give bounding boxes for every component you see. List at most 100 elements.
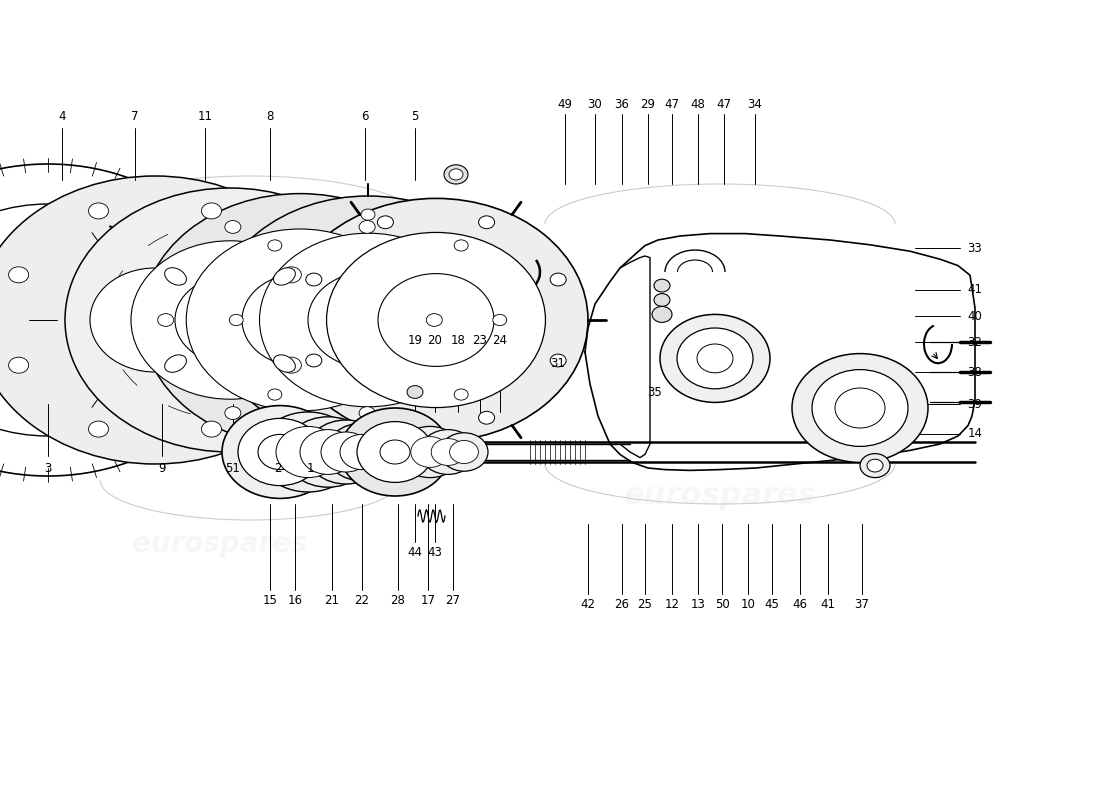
Circle shape [0, 176, 336, 464]
Text: 30: 30 [587, 98, 603, 110]
Circle shape [9, 357, 29, 373]
Circle shape [478, 216, 495, 229]
Circle shape [260, 234, 476, 406]
Text: 8: 8 [266, 110, 274, 122]
Text: 24: 24 [493, 334, 507, 346]
Circle shape [321, 432, 371, 472]
Circle shape [812, 370, 907, 446]
Circle shape [9, 267, 29, 283]
Circle shape [131, 241, 329, 399]
Circle shape [867, 459, 883, 472]
Circle shape [40, 244, 56, 257]
Text: 13: 13 [691, 598, 705, 610]
Text: 20: 20 [428, 334, 442, 346]
Circle shape [306, 354, 322, 367]
Circle shape [201, 421, 221, 437]
Circle shape [238, 418, 322, 486]
Circle shape [359, 406, 375, 419]
Text: 31: 31 [551, 358, 565, 370]
Circle shape [326, 423, 398, 481]
Circle shape [697, 344, 733, 373]
Circle shape [306, 420, 386, 484]
Text: 43: 43 [428, 546, 442, 558]
Circle shape [88, 421, 109, 437]
Circle shape [454, 240, 469, 251]
Text: 48: 48 [691, 98, 705, 110]
Circle shape [267, 240, 282, 251]
Text: 47: 47 [716, 98, 732, 110]
Text: 28: 28 [390, 594, 406, 606]
Text: 29: 29 [640, 98, 656, 110]
Circle shape [550, 354, 566, 367]
Text: eurospares: eurospares [624, 266, 816, 294]
Circle shape [65, 188, 395, 452]
Text: 10: 10 [740, 598, 756, 610]
Circle shape [142, 194, 458, 446]
Text: 41: 41 [821, 598, 836, 610]
Text: 16: 16 [287, 594, 303, 606]
Circle shape [157, 314, 174, 326]
Circle shape [440, 433, 488, 471]
Text: 42: 42 [581, 598, 595, 610]
Text: 25: 25 [638, 598, 652, 610]
Circle shape [282, 267, 301, 283]
Polygon shape [585, 234, 975, 470]
Circle shape [30, 306, 66, 334]
Text: 26: 26 [615, 598, 629, 610]
Circle shape [224, 221, 241, 234]
Text: 27: 27 [446, 594, 461, 606]
Circle shape [282, 357, 301, 373]
Circle shape [284, 417, 372, 487]
Circle shape [0, 204, 192, 436]
Circle shape [340, 434, 384, 470]
Text: 35: 35 [648, 386, 662, 398]
Circle shape [186, 229, 414, 411]
Text: eurospares: eurospares [624, 482, 816, 510]
Ellipse shape [165, 355, 186, 372]
Circle shape [792, 354, 928, 462]
Circle shape [454, 389, 469, 400]
Circle shape [284, 198, 588, 442]
Ellipse shape [274, 355, 295, 372]
Text: 12: 12 [664, 598, 680, 610]
Circle shape [450, 441, 478, 463]
Text: 3: 3 [44, 462, 52, 474]
Circle shape [242, 274, 358, 366]
Text: 40: 40 [968, 310, 982, 322]
Circle shape [276, 426, 340, 478]
Circle shape [40, 383, 56, 396]
Text: 22: 22 [354, 594, 370, 606]
Text: 23: 23 [473, 334, 487, 346]
Circle shape [224, 406, 241, 419]
Circle shape [213, 196, 522, 444]
Text: 46: 46 [792, 598, 807, 610]
Text: 34: 34 [748, 98, 762, 110]
Text: 18: 18 [451, 334, 465, 346]
Text: 41: 41 [968, 283, 982, 296]
Text: 45: 45 [764, 598, 780, 610]
Ellipse shape [165, 268, 186, 285]
Circle shape [327, 233, 546, 407]
Text: 39: 39 [968, 398, 982, 410]
Circle shape [0, 164, 243, 476]
Text: 50: 50 [715, 598, 729, 610]
Circle shape [676, 328, 754, 389]
Circle shape [116, 349, 131, 362]
Circle shape [116, 279, 131, 292]
Text: 21: 21 [324, 594, 340, 606]
Text: 5: 5 [411, 110, 419, 122]
Circle shape [410, 437, 449, 467]
Circle shape [90, 268, 220, 372]
Circle shape [660, 314, 770, 402]
Text: 19: 19 [407, 334, 422, 346]
Circle shape [377, 411, 394, 424]
Circle shape [229, 314, 243, 326]
Text: 11: 11 [198, 110, 212, 122]
Text: 36: 36 [615, 98, 629, 110]
Circle shape [267, 389, 282, 400]
Text: 38: 38 [968, 366, 982, 378]
Circle shape [550, 273, 566, 286]
Text: 49: 49 [558, 98, 572, 110]
Circle shape [449, 169, 463, 180]
Circle shape [652, 306, 672, 322]
